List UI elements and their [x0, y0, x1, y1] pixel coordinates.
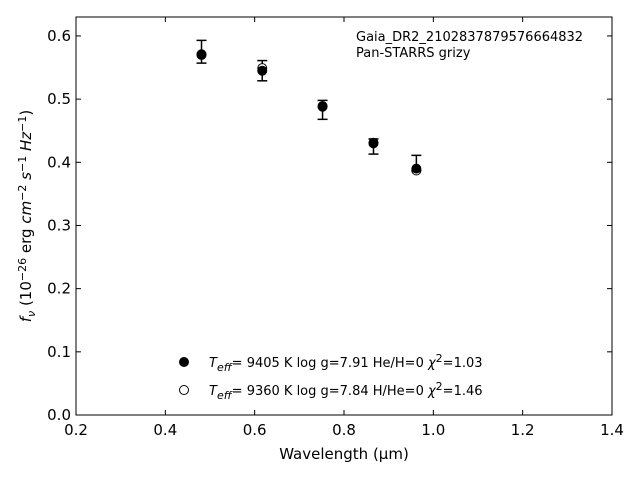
- plot-frame: [75, 16, 613, 416]
- marker-layer: [196, 49, 422, 176]
- annotation-star-id: Gaia_DR2_2102837879576664832: [356, 30, 583, 45]
- y-tick-label: 0.2: [47, 280, 71, 298]
- legend: Teff= 9405 K log g=7.91 He/H=0 χ2=1.03 Te…: [179, 352, 483, 402]
- y-tick-label: 0.0: [47, 406, 71, 424]
- legend-marker-filled: [179, 357, 189, 367]
- x-tick-label: 0.8: [332, 421, 356, 439]
- legend-marker-open: [179, 385, 189, 395]
- y-axis-title: fν (10−26 erg cm−2 s−1 Hz−1): [16, 110, 38, 323]
- data-point-filled: [317, 101, 328, 112]
- annotation-survey: Pan-STARRS grizy: [356, 46, 471, 61]
- y-tick-label: 0.4: [47, 153, 71, 171]
- data-point-filled: [368, 138, 379, 149]
- legend-entry: Teff= 9405 K log g=7.91 He/H=0 χ2=1.03: [209, 352, 483, 374]
- x-tick-label: 0.4: [153, 421, 177, 439]
- data-point-filled: [196, 49, 207, 60]
- y-tick-label: 0.1: [47, 343, 71, 361]
- legend-entry: Teff= 9360 K log g=7.84 H/He=0 χ2=1.46: [209, 380, 483, 402]
- x-tick-label: 1.2: [511, 421, 535, 439]
- y-tick-label: 0.3: [47, 216, 71, 234]
- x-tick-label: 0.6: [243, 421, 267, 439]
- x-tick-label: 0.2: [64, 421, 88, 439]
- ticks-layer: 0.2 0.4 0.6 0.8 1.0 1.2 1.4 0.0 0.1 0.2 0.3 0.4 0.5 0…: [47, 17, 624, 439]
- x-tick-label: 1.0: [421, 421, 445, 439]
- data-point-filled: [411, 163, 422, 174]
- x-tick-label: 1.4: [600, 421, 624, 439]
- data-point-filled: [257, 65, 268, 76]
- y-tick-label: 0.5: [47, 90, 71, 108]
- x-axis-title: Wavelength (μm): [279, 445, 409, 463]
- y-tick-label: 0.6: [47, 27, 71, 45]
